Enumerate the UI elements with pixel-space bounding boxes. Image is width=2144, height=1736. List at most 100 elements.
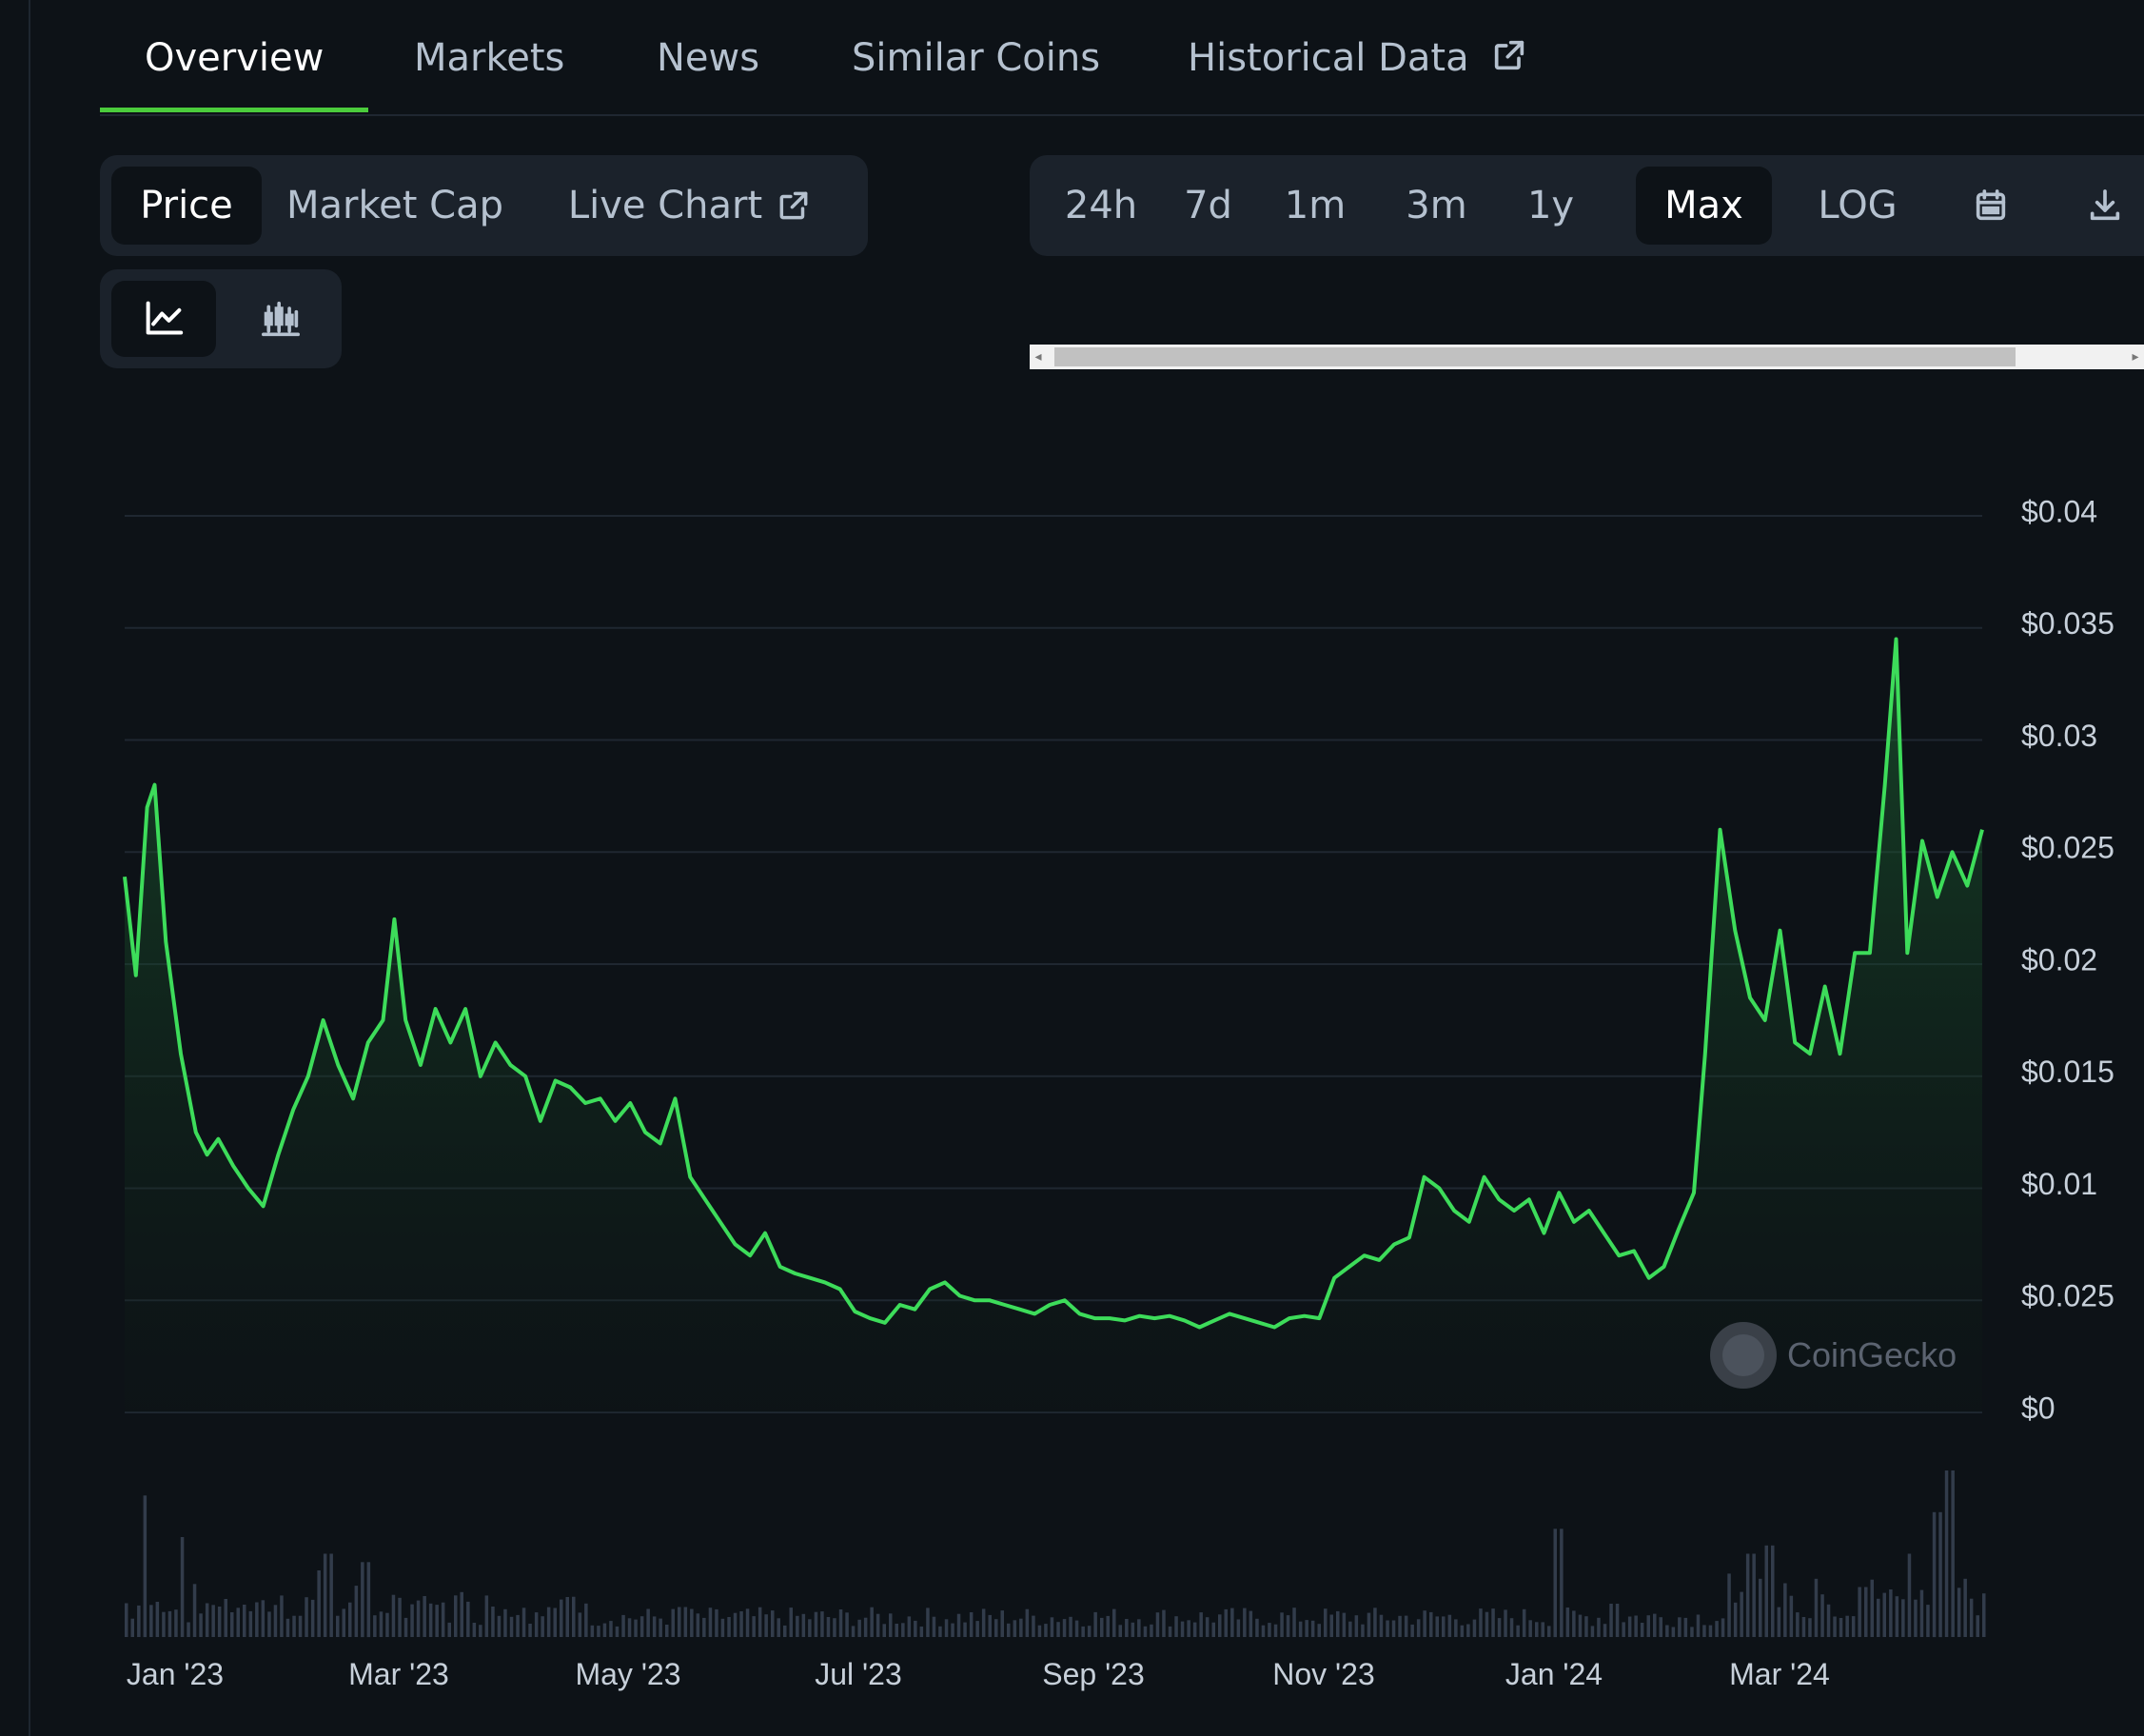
tab-similar-coins[interactable]: Similar Coins	[852, 36, 1100, 80]
volume-bar	[534, 1612, 539, 1637]
volume-bar	[1125, 1619, 1129, 1637]
volume-bar	[1155, 1612, 1160, 1637]
volume-bar	[565, 1597, 569, 1637]
volume-bar	[944, 1619, 949, 1637]
volume-bar	[1826, 1604, 1831, 1637]
volume-bar	[652, 1616, 657, 1637]
volume-bar	[472, 1623, 477, 1637]
volume-bar	[1435, 1616, 1439, 1637]
volume-bar	[1932, 1511, 1937, 1638]
volume-bar	[951, 1623, 954, 1637]
volume-bar	[578, 1612, 582, 1637]
volume-bar	[1919, 1589, 1924, 1637]
volume-bar	[460, 1591, 463, 1637]
volume-bar	[1273, 1624, 1278, 1637]
y-tick-label: $0	[2021, 1391, 2055, 1425]
volume-bar	[1361, 1624, 1365, 1637]
volume-bar	[870, 1607, 874, 1637]
x-tick-label: Jan '23	[127, 1657, 224, 1691]
external-link-icon	[1490, 36, 1528, 84]
chart-type-toggle: Price Market Cap Live Chart	[100, 155, 868, 256]
scrollbar-thumb[interactable]	[1054, 347, 2016, 366]
volume-bar	[678, 1607, 681, 1637]
volume-bar	[373, 1615, 377, 1637]
volume-bar	[174, 1609, 178, 1637]
volume-bar	[1678, 1617, 1682, 1637]
tab-overview[interactable]: Overview	[145, 36, 324, 80]
download-icon	[2086, 187, 2124, 225]
volume-bar	[1416, 1619, 1421, 1637]
volume-bar	[305, 1597, 308, 1637]
volume-bar	[416, 1600, 421, 1637]
volume-bar	[1609, 1604, 1613, 1637]
coingecko-watermark: CoinGecko	[1710, 1322, 1957, 1389]
range-1m-button[interactable]: 1m	[1268, 167, 1363, 245]
volume-bar	[1410, 1624, 1414, 1637]
volume-bar	[615, 1626, 620, 1637]
market-cap-button[interactable]: Market Cap	[276, 167, 514, 245]
volume-bar	[956, 1613, 961, 1637]
volume-bar	[634, 1619, 638, 1637]
volume-bar	[255, 1602, 259, 1637]
volume-bar	[1522, 1608, 1526, 1637]
volume-bar	[230, 1612, 234, 1637]
volume-bar	[280, 1595, 284, 1637]
volume-bar	[975, 1621, 979, 1637]
scroll-left-arrow-icon[interactable]: ◂	[1034, 349, 1042, 365]
volume-bar	[1759, 1578, 1762, 1637]
tab-markets[interactable]: Markets	[414, 36, 564, 80]
volume-bar	[1286, 1615, 1290, 1637]
volume-bar	[1808, 1618, 1812, 1637]
range-1y-button[interactable]: 1y	[1505, 167, 1596, 245]
volume-bar	[572, 1596, 576, 1637]
line-chart-button[interactable]	[111, 281, 216, 357]
volume-bar	[1069, 1616, 1072, 1637]
tab-news[interactable]: News	[657, 36, 759, 80]
price-button[interactable]: Price	[111, 167, 262, 245]
volume-bar	[1963, 1578, 1967, 1637]
time-range-toggle: 24h 7d 1m 3m 1y Max LOG	[1030, 155, 2144, 256]
volume-bar	[969, 1612, 974, 1637]
volume-bar	[1547, 1626, 1551, 1637]
range-7d-button[interactable]: 7d	[1163, 167, 1253, 245]
volume-bar	[882, 1624, 886, 1637]
volume-bar	[914, 1620, 917, 1637]
live-chart-button-label: Live Chart	[567, 184, 763, 227]
volume-bar	[1298, 1621, 1303, 1637]
log-scale-button[interactable]: LOG	[1791, 167, 1924, 245]
volume-bar	[466, 1601, 470, 1637]
y-tick-label: $0.035	[2021, 606, 2114, 641]
volume-bar	[1752, 1553, 1756, 1637]
range-24h-button[interactable]: 24h	[1049, 167, 1153, 245]
volume-bar	[1833, 1616, 1837, 1637]
volume-bar	[441, 1602, 445, 1637]
volume-bar	[1472, 1619, 1477, 1637]
candlestick-button[interactable]	[228, 281, 333, 357]
log-scale-label: LOG	[1818, 184, 1898, 227]
volume-bar	[720, 1618, 725, 1637]
watermark-text: CoinGecko	[1787, 1335, 1957, 1374]
volume-bar	[1708, 1625, 1713, 1637]
live-chart-button[interactable]: Live Chart	[528, 167, 852, 245]
download-button[interactable]	[2067, 167, 2143, 245]
volume-bar	[1050, 1617, 1054, 1637]
range-3m-button[interactable]: 3m	[1382, 167, 1491, 245]
volume-bar	[1100, 1617, 1104, 1637]
range-max-button[interactable]: Max	[1636, 167, 1772, 245]
volume-bar	[317, 1570, 321, 1637]
volume-bar	[137, 1605, 141, 1637]
volume-bar	[1491, 1608, 1495, 1637]
volume-bar	[833, 1618, 836, 1637]
volume-bar	[410, 1604, 414, 1637]
volume-bar	[1056, 1622, 1060, 1637]
volume-bar	[1391, 1620, 1396, 1637]
volume-bar	[1199, 1612, 1203, 1637]
volume-bar	[155, 1602, 160, 1637]
volume-bar	[1622, 1622, 1625, 1637]
scroll-right-arrow-icon[interactable]: ▸	[2132, 349, 2139, 365]
volume-bar	[665, 1625, 669, 1637]
volume-bar	[1504, 1609, 1507, 1637]
tab-historical-data[interactable]: Historical Data	[1188, 36, 1528, 84]
date-picker-button[interactable]	[1953, 167, 2029, 245]
horizontal-scrollbar[interactable]: ◂ ▸	[1030, 345, 2144, 369]
